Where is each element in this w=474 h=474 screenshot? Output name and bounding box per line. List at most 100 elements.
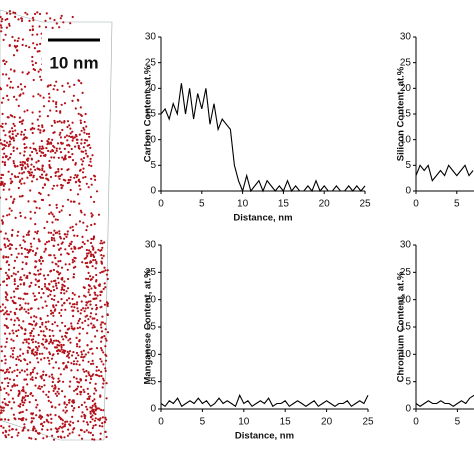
atom bbox=[60, 141, 63, 144]
atom bbox=[6, 368, 9, 371]
atom bbox=[61, 142, 64, 145]
atom bbox=[90, 177, 93, 180]
atom bbox=[88, 397, 91, 400]
atom bbox=[52, 131, 55, 134]
atom bbox=[11, 353, 14, 356]
atom bbox=[48, 159, 51, 163]
atom bbox=[62, 288, 66, 292]
atom bbox=[0, 248, 2, 251]
atom bbox=[73, 389, 76, 392]
atom bbox=[10, 407, 13, 410]
atom bbox=[82, 368, 85, 371]
atom bbox=[72, 363, 75, 366]
atom bbox=[61, 278, 64, 281]
atom bbox=[42, 330, 45, 333]
y-axis-label: Manganese Content, at.% bbox=[143, 269, 154, 385]
atom bbox=[9, 355, 12, 358]
atom bbox=[26, 163, 29, 166]
atom bbox=[73, 407, 76, 410]
atom bbox=[94, 413, 97, 416]
x-tick-label: 20 bbox=[321, 417, 333, 428]
atom bbox=[60, 14, 63, 17]
atom bbox=[88, 373, 91, 377]
atom bbox=[5, 337, 9, 340]
atom bbox=[41, 352, 44, 355]
atom bbox=[66, 355, 69, 358]
atom bbox=[93, 175, 97, 178]
atom bbox=[55, 339, 58, 342]
atom bbox=[45, 435, 49, 438]
atom bbox=[0, 183, 2, 186]
atom bbox=[45, 287, 48, 290]
atom bbox=[78, 133, 81, 136]
atom bbox=[3, 62, 6, 66]
atom bbox=[30, 307, 33, 310]
atom bbox=[31, 16, 35, 19]
atom bbox=[33, 237, 36, 240]
atom bbox=[0, 425, 3, 428]
atom bbox=[50, 312, 53, 315]
y-tick-label: 15 bbox=[145, 109, 157, 120]
atom bbox=[92, 424, 95, 427]
atom bbox=[31, 60, 34, 63]
x-tick-label: 10 bbox=[237, 199, 249, 210]
atom bbox=[54, 386, 57, 389]
y-tick-label: 25 bbox=[400, 267, 412, 278]
atom bbox=[41, 424, 45, 428]
atom bbox=[105, 418, 108, 421]
atom bbox=[7, 158, 10, 161]
atom bbox=[49, 401, 53, 404]
atom bbox=[23, 110, 26, 113]
atom bbox=[93, 255, 96, 259]
atom bbox=[69, 188, 72, 192]
atom bbox=[44, 19, 47, 22]
atom bbox=[0, 345, 3, 348]
atom bbox=[9, 195, 13, 198]
atom bbox=[13, 401, 16, 404]
atom bbox=[80, 300, 83, 303]
atom bbox=[3, 237, 6, 240]
atom bbox=[5, 73, 8, 76]
atom bbox=[44, 248, 47, 251]
atom bbox=[67, 143, 70, 146]
atom bbox=[73, 176, 76, 179]
atom bbox=[0, 138, 2, 141]
atom bbox=[52, 306, 55, 309]
atom bbox=[39, 42, 42, 46]
atom bbox=[73, 401, 76, 404]
atom bbox=[85, 229, 88, 232]
atom bbox=[83, 417, 87, 420]
atom bbox=[15, 256, 18, 259]
atom bbox=[94, 267, 97, 270]
atom bbox=[37, 93, 40, 96]
atom bbox=[4, 306, 7, 309]
atom bbox=[39, 387, 42, 390]
atom bbox=[55, 346, 59, 349]
atom bbox=[50, 238, 54, 242]
atom bbox=[72, 200, 75, 203]
atom bbox=[36, 50, 39, 53]
atom bbox=[10, 243, 13, 247]
atom bbox=[58, 232, 61, 235]
atom bbox=[33, 200, 36, 203]
y-axis-label: Chromium Content, at.% bbox=[396, 271, 407, 382]
atom bbox=[32, 165, 36, 168]
atom bbox=[52, 366, 55, 369]
atom bbox=[37, 285, 41, 288]
atom bbox=[68, 401, 71, 404]
atom bbox=[74, 357, 78, 360]
atom bbox=[99, 438, 102, 441]
atom bbox=[53, 346, 57, 349]
atom bbox=[0, 359, 3, 362]
atom bbox=[22, 119, 25, 122]
atom bbox=[4, 122, 7, 125]
atom bbox=[82, 156, 86, 160]
atom bbox=[45, 339, 48, 343]
atom bbox=[41, 169, 44, 172]
atom bbox=[90, 362, 93, 366]
atom bbox=[99, 271, 102, 274]
x-tick-label: 15 bbox=[280, 417, 292, 428]
atom bbox=[41, 428, 44, 431]
atom bbox=[16, 45, 19, 48]
y-tick-label: 5 bbox=[405, 160, 411, 171]
